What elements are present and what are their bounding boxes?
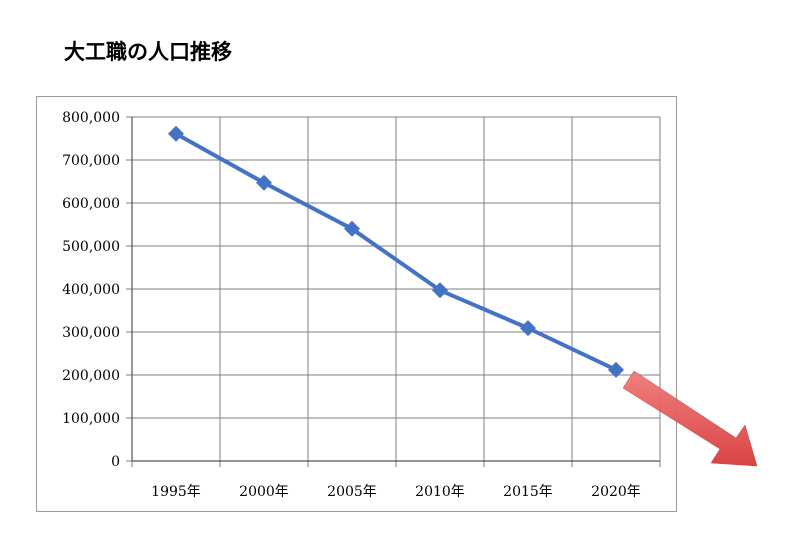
chart-title: 大工職の人口推移 bbox=[64, 40, 232, 64]
x-tick-label: 2000年 bbox=[239, 484, 289, 500]
chart-frame bbox=[36, 96, 677, 512]
y-tick-label: 300,000 bbox=[62, 325, 120, 341]
y-tick-label: 200,000 bbox=[62, 368, 120, 384]
x-tick-label: 2020年 bbox=[591, 484, 641, 500]
data-point-marker bbox=[432, 282, 448, 299]
x-axis-labels: 1995年 2000年 2005年 2010年 2015年 2020年 bbox=[151, 484, 641, 500]
y-tick-label: 800,000 bbox=[62, 110, 120, 126]
axes bbox=[126, 116, 661, 467]
data-point-marker bbox=[344, 220, 360, 237]
data-point-marker bbox=[520, 320, 536, 337]
y-tick-label: 100,000 bbox=[62, 411, 120, 427]
x-tick-label: 2010年 bbox=[415, 484, 465, 500]
downtrend-arrow bbox=[622, 370, 758, 467]
x-tick-label: 1995年 bbox=[151, 484, 201, 500]
x-tick-label: 2005年 bbox=[327, 484, 377, 500]
x-tick-label: 2015年 bbox=[503, 484, 553, 500]
data-markers bbox=[168, 125, 624, 378]
y-tick-label: 600,000 bbox=[62, 196, 120, 212]
data-series bbox=[175, 132, 617, 372]
y-tick-label: 400,000 bbox=[62, 282, 120, 298]
series-line bbox=[175, 132, 617, 372]
y-tick-label: 0 bbox=[111, 454, 120, 470]
grid bbox=[131, 116, 661, 462]
y-axis-labels: 800,000 700,000 600,000 500,000 400,000 300,0… bbox=[62, 110, 120, 470]
data-point-marker bbox=[608, 361, 624, 378]
y-tick-label: 500,000 bbox=[62, 239, 120, 255]
data-point-marker bbox=[256, 174, 272, 191]
data-point-marker bbox=[168, 125, 184, 142]
y-tick-label: 700,000 bbox=[62, 153, 120, 169]
